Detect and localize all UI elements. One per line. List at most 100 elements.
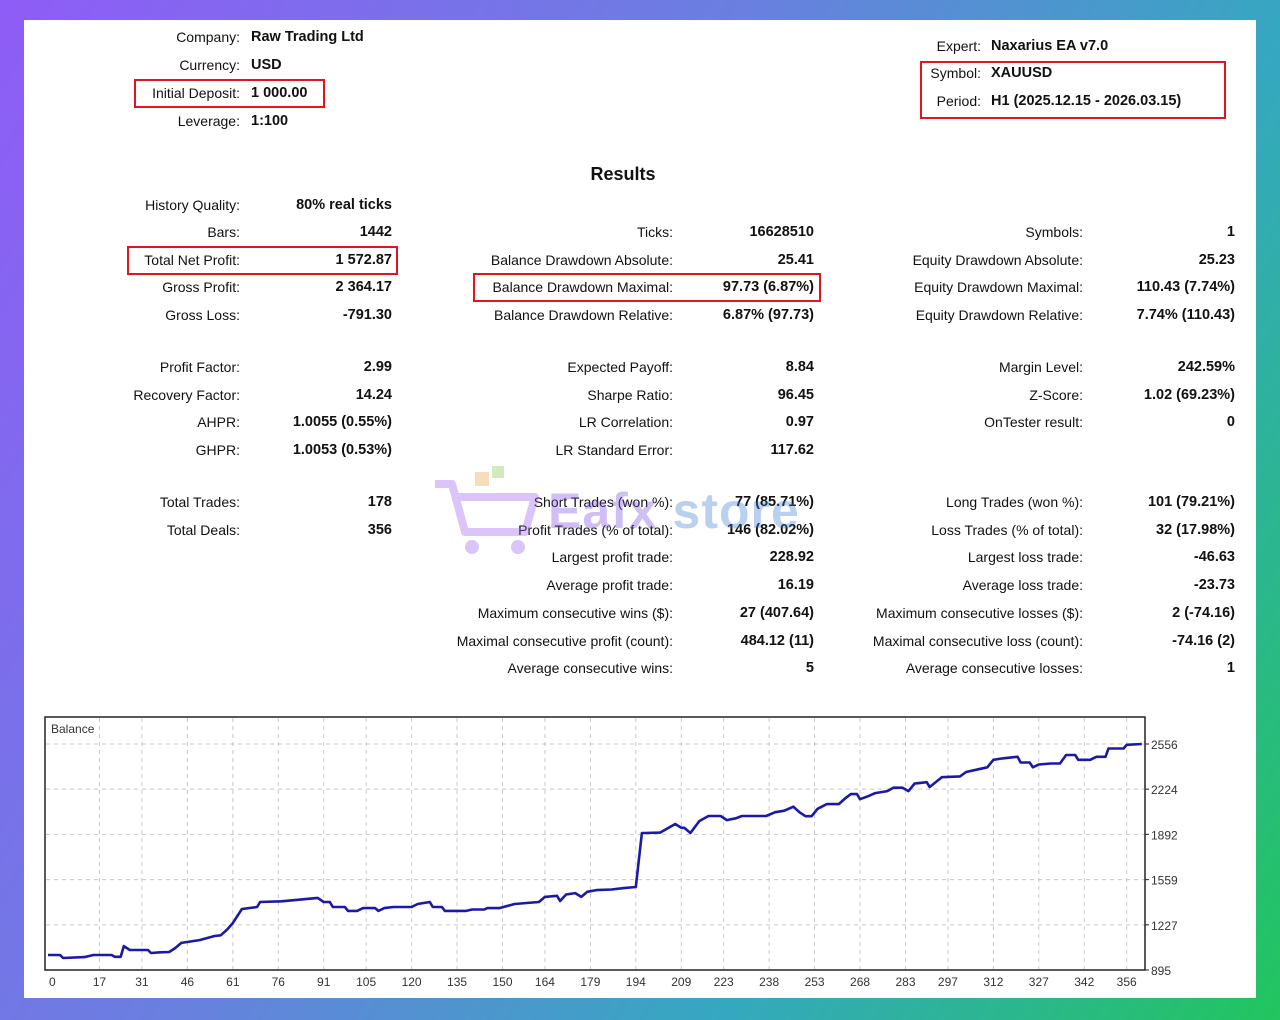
y-tick-label: 2224 (1151, 783, 1178, 797)
stat-value: 0.97 (785, 414, 814, 430)
stat-value: 7.74% (110.43) (1136, 307, 1235, 323)
header-label: Period: (936, 93, 981, 109)
stat-label: Bars: (207, 224, 240, 240)
stat-value: 1442 (359, 224, 392, 240)
stat-label: Average loss trade: (962, 577, 1083, 593)
stat-value: 16.19 (777, 577, 814, 593)
stat-label: Z-Score: (1029, 387, 1083, 403)
y-tick-label: 895 (1151, 964, 1171, 978)
highlight-box-initial-deposit (134, 79, 325, 108)
stat-label: Gross Loss: (165, 307, 240, 323)
stat-value: 27 (407.64) (739, 605, 814, 621)
header-value: 1:100 (251, 113, 289, 129)
stat-value: 242.59% (1177, 359, 1235, 375)
stat-label: Sharpe Ratio: (587, 387, 673, 403)
x-tick-label: 17 (93, 975, 107, 989)
stat-label: Balance Drawdown Absolute: (490, 252, 673, 268)
stat-label: AHPR: (197, 414, 240, 430)
stat-value: 14.24 (355, 387, 392, 403)
header-label: Expert: (936, 38, 981, 54)
stat-value: 1 572.87 (335, 252, 392, 268)
stat-value: 6.87% (97.73) (722, 307, 814, 323)
stat-label: Average consecutive losses: (905, 660, 1083, 676)
stat-label: Average consecutive wins: (507, 660, 674, 676)
stat-value: -23.73 (1193, 577, 1235, 593)
y-tick-label: 2556 (1151, 738, 1178, 752)
stat-value: 1.0053 (0.53%) (292, 442, 392, 458)
stat-label: Total Deals: (166, 522, 240, 538)
y-tick-label: 1227 (1151, 919, 1178, 933)
stat-value: -46.63 (1193, 549, 1235, 565)
stat-label: Ticks: (636, 224, 673, 240)
stat-value: 16628510 (749, 224, 814, 240)
stat-value: 146 (82.02%) (726, 522, 814, 538)
x-tick-label: 105 (356, 975, 376, 989)
stat-label: Maximum consecutive wins ($): (477, 605, 673, 621)
highlight-box-symbol-period (920, 61, 1226, 119)
stat-label: Total Trades: (159, 494, 240, 510)
stat-value: 356 (367, 522, 392, 538)
stat-label: Maximal consecutive profit (count): (456, 633, 673, 649)
header-label: Initial Deposit: (152, 85, 240, 101)
stat-label: Total Net Profit: (144, 252, 240, 268)
x-tick-label: 120 (402, 975, 422, 989)
x-tick-label: 164 (535, 975, 555, 989)
header-value: USD (251, 57, 282, 73)
x-tick-label: 253 (805, 975, 825, 989)
stat-label: Maximal consecutive loss (count): (872, 633, 1083, 649)
stat-value: -791.30 (342, 307, 392, 323)
x-tick-label: 327 (1029, 975, 1049, 989)
stat-value: 32 (17.98%) (1156, 522, 1235, 538)
stat-label: Average profit trade: (546, 577, 673, 593)
stat-value: 228.92 (769, 549, 814, 565)
stat-value: 1 (1226, 224, 1235, 240)
stat-label: Expected Payoff: (567, 359, 673, 375)
stat-value: 2 364.17 (335, 279, 392, 295)
x-tick-label: 194 (626, 975, 646, 989)
stat-value: 110.43 (7.74%) (1136, 279, 1235, 295)
stat-label: Margin Level: (998, 359, 1083, 375)
stat-label: LR Correlation: (578, 414, 673, 430)
header-value: Naxarius EA v7.0 (991, 38, 1109, 54)
stat-value: 8.84 (785, 359, 814, 375)
stat-label: Equity Drawdown Absolute: (912, 252, 1083, 268)
stat-label: Long Trades (won %): (946, 494, 1083, 510)
x-tick-label: 135 (447, 975, 467, 989)
chart-title: Balance (51, 722, 95, 736)
x-tick-label: 61 (226, 975, 240, 989)
stat-value: 25.23 (1198, 252, 1235, 268)
x-tick-label: 356 (1117, 975, 1137, 989)
header-value: 1 000.00 (251, 85, 308, 101)
x-tick-label: 31 (135, 975, 149, 989)
stat-value: 96.45 (777, 387, 814, 403)
x-tick-label: 312 (983, 975, 1003, 989)
stat-value: 2 (-74.16) (1172, 605, 1235, 621)
stat-label: Short Trades (won %): (533, 494, 673, 510)
stat-label: Profit Trades (% of total): (518, 522, 673, 538)
x-tick-label: 342 (1074, 975, 1094, 989)
stat-value: 5 (805, 660, 814, 676)
x-tick-label: 238 (759, 975, 779, 989)
header-label: Symbol: (930, 65, 981, 81)
x-tick-label: 209 (671, 975, 691, 989)
stat-value: 484.12 (11) (740, 633, 814, 649)
stat-value: 2.99 (363, 359, 392, 375)
x-tick-label: 223 (714, 975, 734, 989)
header-label: Company: (176, 29, 240, 45)
balance-line (48, 742, 1142, 960)
x-tick-label: 179 (580, 975, 600, 989)
x-tick-label: 297 (938, 975, 958, 989)
y-tick-label: 1892 (1151, 828, 1178, 842)
stat-value: 1.0055 (0.55%) (292, 414, 392, 430)
header-value: XAUUSD (991, 65, 1053, 81)
stat-label: Balance Drawdown Maximal: (492, 279, 673, 295)
stat-value: -74.16 (2) (1172, 633, 1235, 649)
stat-value: 1 (1226, 660, 1235, 676)
header-label: Leverage: (177, 113, 240, 129)
x-tick-label: 46 (181, 975, 195, 989)
stat-label: History Quality: (145, 197, 240, 213)
stat-label: Equity Drawdown Maximal: (914, 279, 1083, 295)
x-tick-label: 0 (49, 975, 56, 989)
stat-value: 25.41 (777, 252, 814, 268)
stat-label: Gross Profit: (162, 279, 240, 295)
